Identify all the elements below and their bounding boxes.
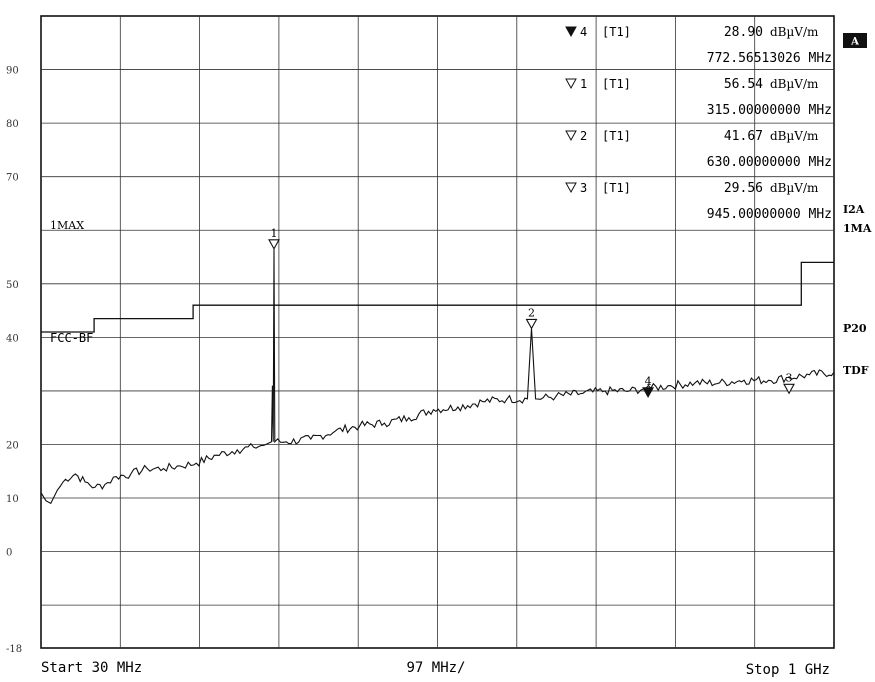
y-tick-label: 0 bbox=[6, 548, 12, 559]
side-label-a: A bbox=[850, 37, 859, 48]
marker-2-label: 2 bbox=[528, 306, 535, 319]
side-label-ima: 1MA bbox=[843, 222, 872, 235]
y-tick-label: 50 bbox=[6, 280, 19, 291]
marker-1-label: 1 bbox=[270, 227, 277, 240]
table-marker-level: 41.67 bbox=[724, 129, 763, 144]
table-marker-1-symbol bbox=[565, 78, 577, 90]
table-marker-3-symbol bbox=[565, 182, 577, 194]
y-tick-label: 10 bbox=[6, 494, 19, 505]
table-marker-type: [T1] bbox=[602, 181, 631, 195]
marker-2-symbol bbox=[525, 318, 538, 330]
table-marker-number: 4 bbox=[580, 25, 587, 39]
trace-line bbox=[40, 248, 835, 505]
y-tick-label: 40 bbox=[6, 333, 19, 344]
y-axis-ticks: 90 80 70 50 40 20 10 0 -18 bbox=[6, 66, 22, 655]
table-marker-number: 3 bbox=[580, 181, 587, 195]
limit-label: FCC-BF bbox=[50, 331, 93, 345]
table-marker-unit: dBµV/m bbox=[770, 77, 819, 91]
marker-4-symbol bbox=[642, 387, 655, 398]
table-marker-4-symbol bbox=[565, 26, 577, 38]
side-label-tdf: TDF bbox=[843, 364, 869, 377]
y-tick-label: -18 bbox=[6, 644, 22, 655]
y-tick-label: 70 bbox=[6, 173, 19, 184]
grid bbox=[41, 16, 834, 648]
table-marker-type: [T1] bbox=[602, 77, 631, 91]
side-label-p20: P20 bbox=[843, 322, 867, 335]
y-tick-label: 90 bbox=[6, 66, 19, 77]
trace-label: 1MAX bbox=[50, 219, 84, 232]
table-marker-frequency: 772.56513026 MHz bbox=[707, 51, 832, 66]
table-marker-level: 56.54 bbox=[724, 77, 763, 92]
marker-table: 4 [T1] 28.90 dBµV/m 772.56513026 MHz 1 [T1] 56.… bbox=[565, 25, 832, 222]
table-marker-level: 28.90 bbox=[724, 25, 763, 40]
table-marker-type: [T1] bbox=[602, 129, 631, 143]
table-marker-frequency: 945.00000000 MHz bbox=[707, 207, 832, 222]
table-marker-2-symbol bbox=[565, 130, 577, 142]
frequency-per-division-label: 97 MHz/ bbox=[406, 660, 465, 676]
marker-4-label: 4 bbox=[645, 375, 652, 388]
marker-symbols: 1 2 3 4 bbox=[268, 227, 795, 398]
side-label-i2a: I2A bbox=[843, 203, 865, 216]
start-frequency-label: Start 30 MHz bbox=[41, 660, 142, 676]
table-marker-frequency: 630.00000000 MHz bbox=[707, 155, 832, 170]
marker-1-symbol bbox=[268, 239, 280, 250]
table-marker-type: [T1] bbox=[602, 25, 631, 39]
side-badge-a bbox=[843, 33, 867, 48]
table-marker-number: 1 bbox=[580, 77, 587, 91]
marker-3-symbol bbox=[783, 383, 795, 395]
table-marker-frequency: 315.00000000 MHz bbox=[707, 103, 832, 118]
y-tick-label: 20 bbox=[6, 440, 19, 451]
table-marker-unit: dBµV/m bbox=[770, 25, 819, 39]
table-marker-unit: dBµV/m bbox=[770, 181, 819, 195]
table-marker-unit: dBµV/m bbox=[770, 129, 819, 143]
y-tick-label: 80 bbox=[6, 119, 19, 130]
table-marker-level: 29.56 bbox=[724, 181, 763, 196]
stop-frequency-label: Stop 1 GHz bbox=[746, 662, 830, 678]
limit-line bbox=[41, 261, 834, 333]
marker-3-label: 3 bbox=[786, 371, 793, 384]
table-marker-number: 2 bbox=[580, 129, 587, 143]
